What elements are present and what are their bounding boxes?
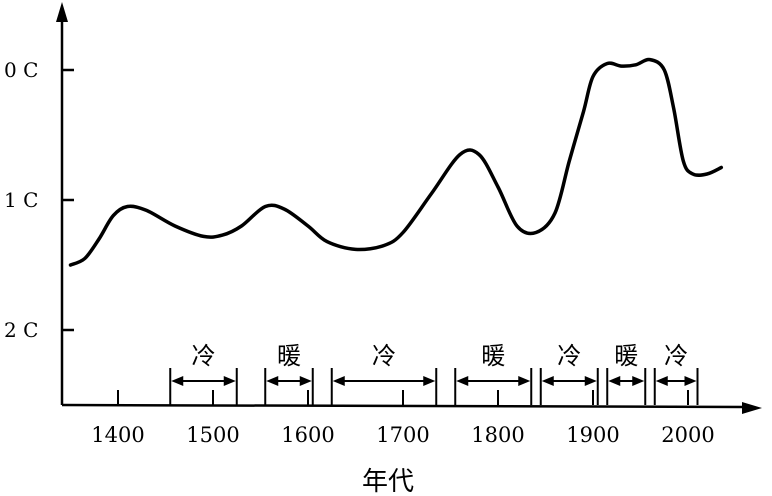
period-3-arrow-right [518,376,531,386]
period-3-arrow-left [456,376,469,386]
temperature-series-line [68,57,724,267]
x-tick-label-6: 2000 [661,423,714,447]
y-tick-label-1: 1 C [4,188,38,212]
period-3-label: 暖 [481,342,505,370]
period-6: 冷 [653,342,699,405]
x-tick-label-3: 1700 [376,423,429,447]
period-6-arrow-right [684,376,697,386]
x-axis [61,403,746,409]
y-axis-arrow [56,2,68,22]
x-axis-title: 年代 [362,467,414,496]
period-4: 冷 [539,342,599,405]
period-6-arrow-left [655,376,668,386]
x-tick-label-1: 1500 [186,423,239,447]
x-ticks: 1400 1500 1600 1700 1800 1900 2000 [91,390,715,447]
period-5-arrow-left [608,376,621,386]
x-tick-label-4: 1800 [471,423,524,447]
period-0: 冷 [169,342,238,405]
period-1: 暖 [264,342,314,405]
period-2-arrow-left [332,376,345,386]
period-5-arrow-right [632,376,645,386]
climate-periods: 冷暖冷暖冷暖冷 [169,342,699,405]
period-0-arrow-left [171,376,184,386]
x-tick-label-2: 1600 [281,423,334,447]
y-tick-label-0: 0 C [4,58,38,82]
period-6-label: 冷 [664,342,688,370]
period-5-label: 暖 [614,342,638,370]
x-axis-arrow [742,402,762,414]
period-0-arrow-right [223,376,236,386]
period-2: 冷 [330,342,438,405]
period-1-label: 暖 [277,342,301,370]
y-tick-label-2: 2 C [4,318,38,342]
period-5: 暖 [606,342,647,405]
period-3: 暖 [454,342,533,405]
period-2-arrow-right [423,376,436,386]
x-tick-label-0: 1400 [91,423,144,447]
period-4-arrow-right [584,376,597,386]
period-2-label: 冷 [372,342,396,370]
axes [56,2,762,414]
period-1-arrow-right [299,376,312,386]
period-0-label: 冷 [192,342,216,370]
x-tick-label-5: 1900 [566,423,619,447]
period-1-arrow-left [266,376,279,386]
period-4-label: 冷 [557,342,581,370]
y-ticks: 0 C 1 C 2 C [4,58,74,342]
period-4-arrow-left [541,376,554,386]
